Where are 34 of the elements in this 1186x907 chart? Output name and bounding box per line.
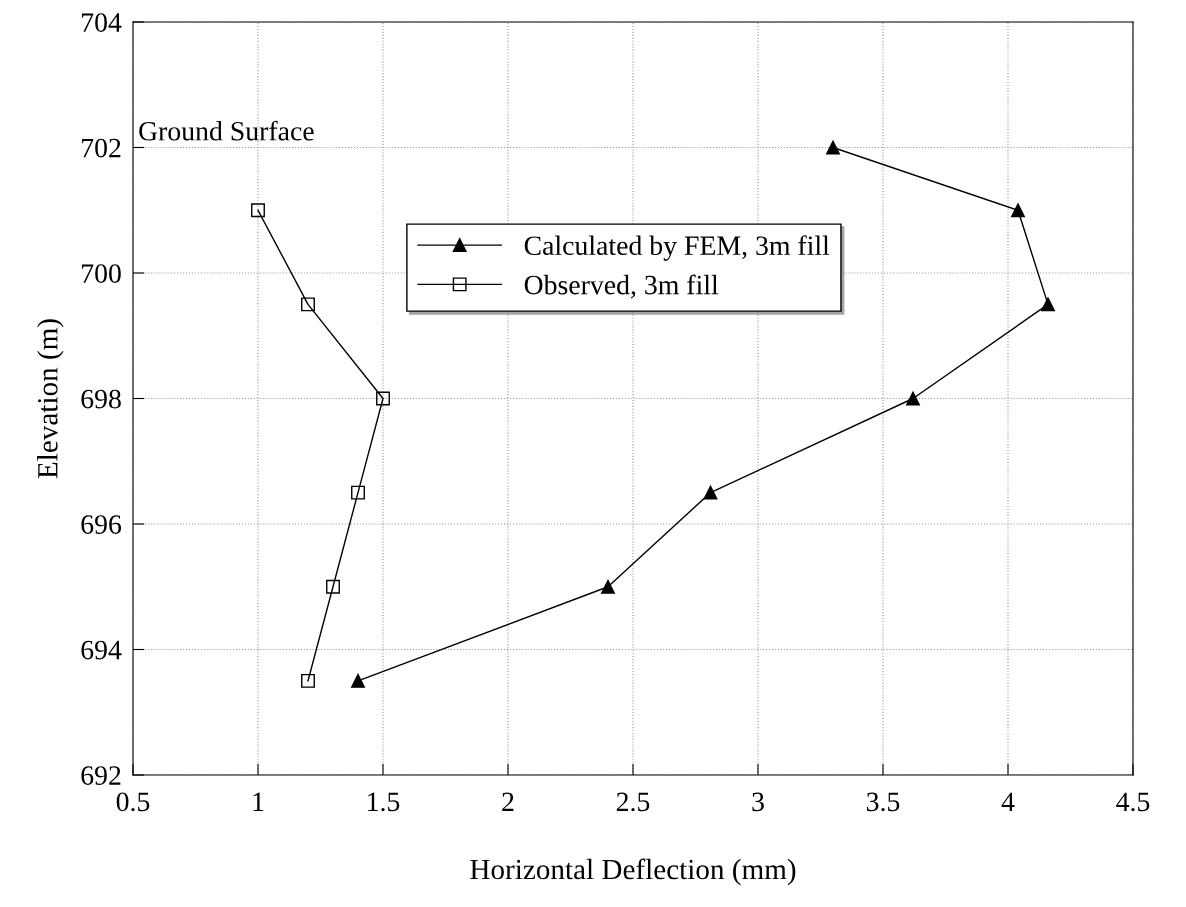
point bbox=[906, 391, 920, 406]
legend-label: Calculated by FEM, 3m fill bbox=[524, 235, 830, 261]
x-tick-label: 1.5 bbox=[368, 792, 400, 812]
point bbox=[251, 203, 265, 218]
legend-label: Observed, 3m fill bbox=[524, 274, 719, 299]
annotation: Ground Surface bbox=[139, 120, 314, 141]
point bbox=[601, 579, 615, 594]
x-tick-label: 4.5 bbox=[1116, 792, 1150, 812]
y-axis-title: Elevation (m) bbox=[37, 319, 64, 479]
x-tick-label: 2 bbox=[502, 792, 514, 811]
x-tick-label: 2.5 bbox=[616, 792, 650, 812]
y-tick-label: 692 bbox=[81, 766, 121, 785]
y-tick-label: 694 bbox=[81, 640, 122, 660]
point bbox=[376, 391, 390, 406]
y-tick-label: 696 bbox=[81, 515, 122, 534]
point bbox=[1041, 297, 1055, 312]
point bbox=[326, 579, 340, 594]
x-tick-label: 4 bbox=[1001, 792, 1015, 811]
y-tick-label: 698 bbox=[81, 389, 121, 409]
x-tick-label: 3.5 bbox=[866, 792, 900, 812]
point bbox=[301, 673, 315, 688]
point bbox=[301, 297, 315, 312]
point bbox=[351, 673, 365, 688]
y-tick-label: 700 bbox=[82, 264, 121, 283]
point bbox=[826, 140, 840, 155]
point bbox=[351, 485, 365, 500]
x-axis-title: Horizontal Deflection (mm) bbox=[470, 858, 796, 886]
y-tick-label: 704 bbox=[82, 13, 122, 32]
y-tick-label: 702 bbox=[82, 138, 121, 158]
x-tick-label: 1 bbox=[253, 792, 264, 811]
point bbox=[1011, 203, 1025, 218]
point bbox=[703, 485, 718, 500]
x-tick-label: 0.5 bbox=[116, 792, 150, 812]
x-tick-label: 3 bbox=[752, 792, 764, 812]
